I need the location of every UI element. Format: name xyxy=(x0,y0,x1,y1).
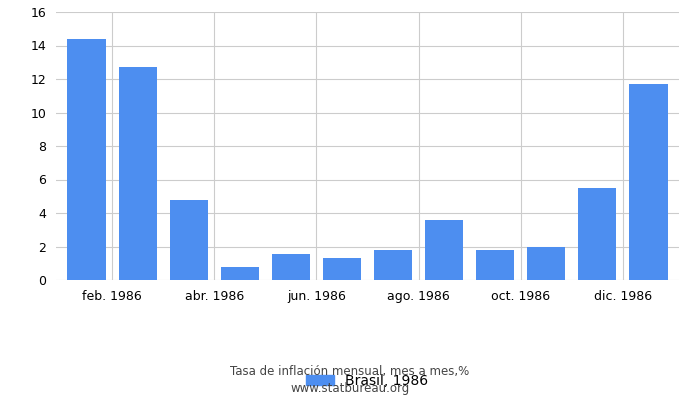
Bar xyxy=(476,250,514,280)
Bar xyxy=(118,67,157,280)
Text: Tasa de inflación mensual, mes a mes,%: Tasa de inflación mensual, mes a mes,% xyxy=(230,365,470,378)
Legend: Brasil, 1986: Brasil, 1986 xyxy=(301,368,434,394)
Text: www.statbureau.org: www.statbureau.org xyxy=(290,382,410,395)
Bar xyxy=(527,246,566,280)
Bar xyxy=(629,84,668,280)
Bar xyxy=(323,258,361,280)
Bar xyxy=(272,254,310,280)
Bar xyxy=(374,250,412,280)
Bar xyxy=(578,188,617,280)
Bar xyxy=(67,39,106,280)
Bar xyxy=(425,220,463,280)
Bar xyxy=(169,200,208,280)
Bar xyxy=(220,266,259,280)
